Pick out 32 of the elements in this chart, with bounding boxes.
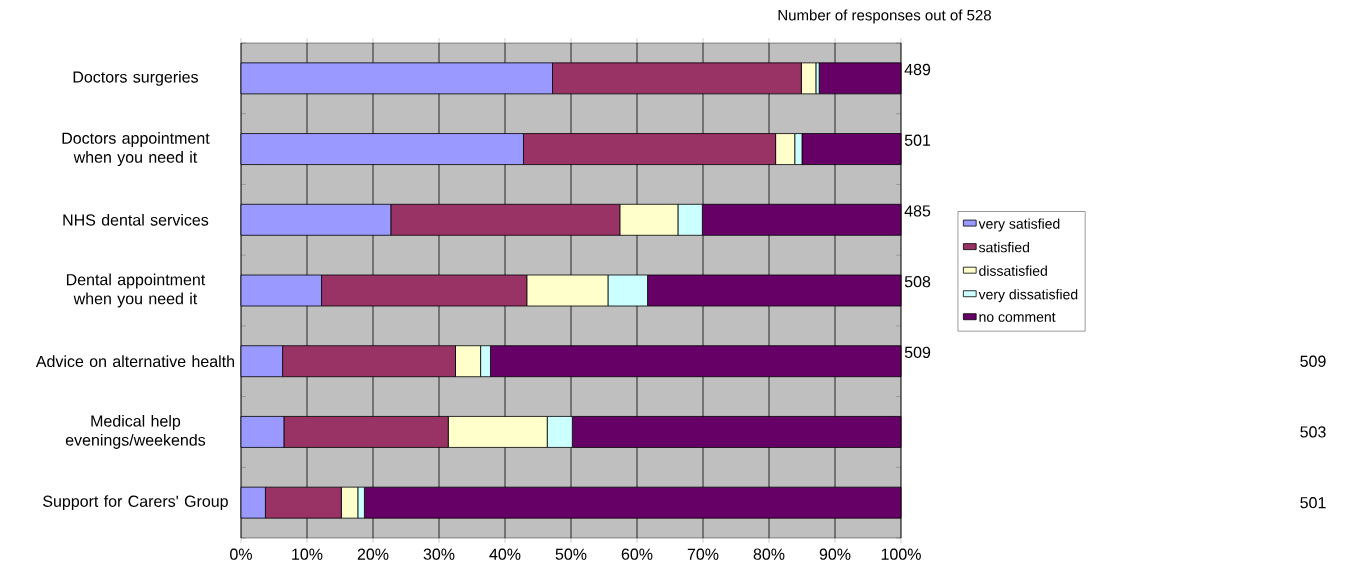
x-tick-label: 30% (423, 548, 455, 560)
text: 509 (1300, 355, 1326, 367)
y-tick-label: Doctors surgeries (73, 70, 198, 86)
x-tick-label: 20% (357, 548, 389, 560)
x-tick-label: 90% (819, 548, 851, 560)
y-tick-label: NHS dental services (63, 213, 209, 226)
y-tick-label: Dental appointment when you need it (66, 273, 206, 308)
text: 501 (904, 134, 931, 146)
legend-label: very dissatisfied (978, 289, 1078, 303)
y-tick-label: Support for Carers' Group (43, 495, 228, 511)
text: 501 (1300, 496, 1326, 509)
x-tick-label: 50% (555, 548, 587, 560)
text: 503 (1300, 426, 1326, 438)
x-tick-label: 10% (292, 548, 323, 560)
x-tick-label: 80% (753, 548, 785, 560)
y-tick-label: Advice on alternative health (35, 355, 234, 368)
legend-label: no comment (979, 312, 1056, 322)
x-tick-label: 70% (687, 548, 719, 560)
x-tick-label: 0% (230, 548, 252, 560)
text: 489 (904, 63, 931, 76)
legend-label: satisfied (978, 242, 1030, 253)
x-tick-label: 100% (881, 548, 921, 560)
text: Number of responses out of 528 (778, 9, 991, 24)
x-tick-label: 40% (489, 548, 521, 560)
text: 485 (904, 205, 931, 217)
y-tick-label: Doctors appointment when you need it (62, 132, 210, 167)
legend-label: dissatisfied (979, 265, 1047, 276)
x-tick-label: 60% (621, 548, 653, 560)
text: 508 (904, 275, 931, 288)
legend-label: very satisfied (978, 218, 1060, 232)
y-tick-label: Medical help evenings/weekends (65, 414, 206, 449)
text: 509 (904, 346, 931, 359)
